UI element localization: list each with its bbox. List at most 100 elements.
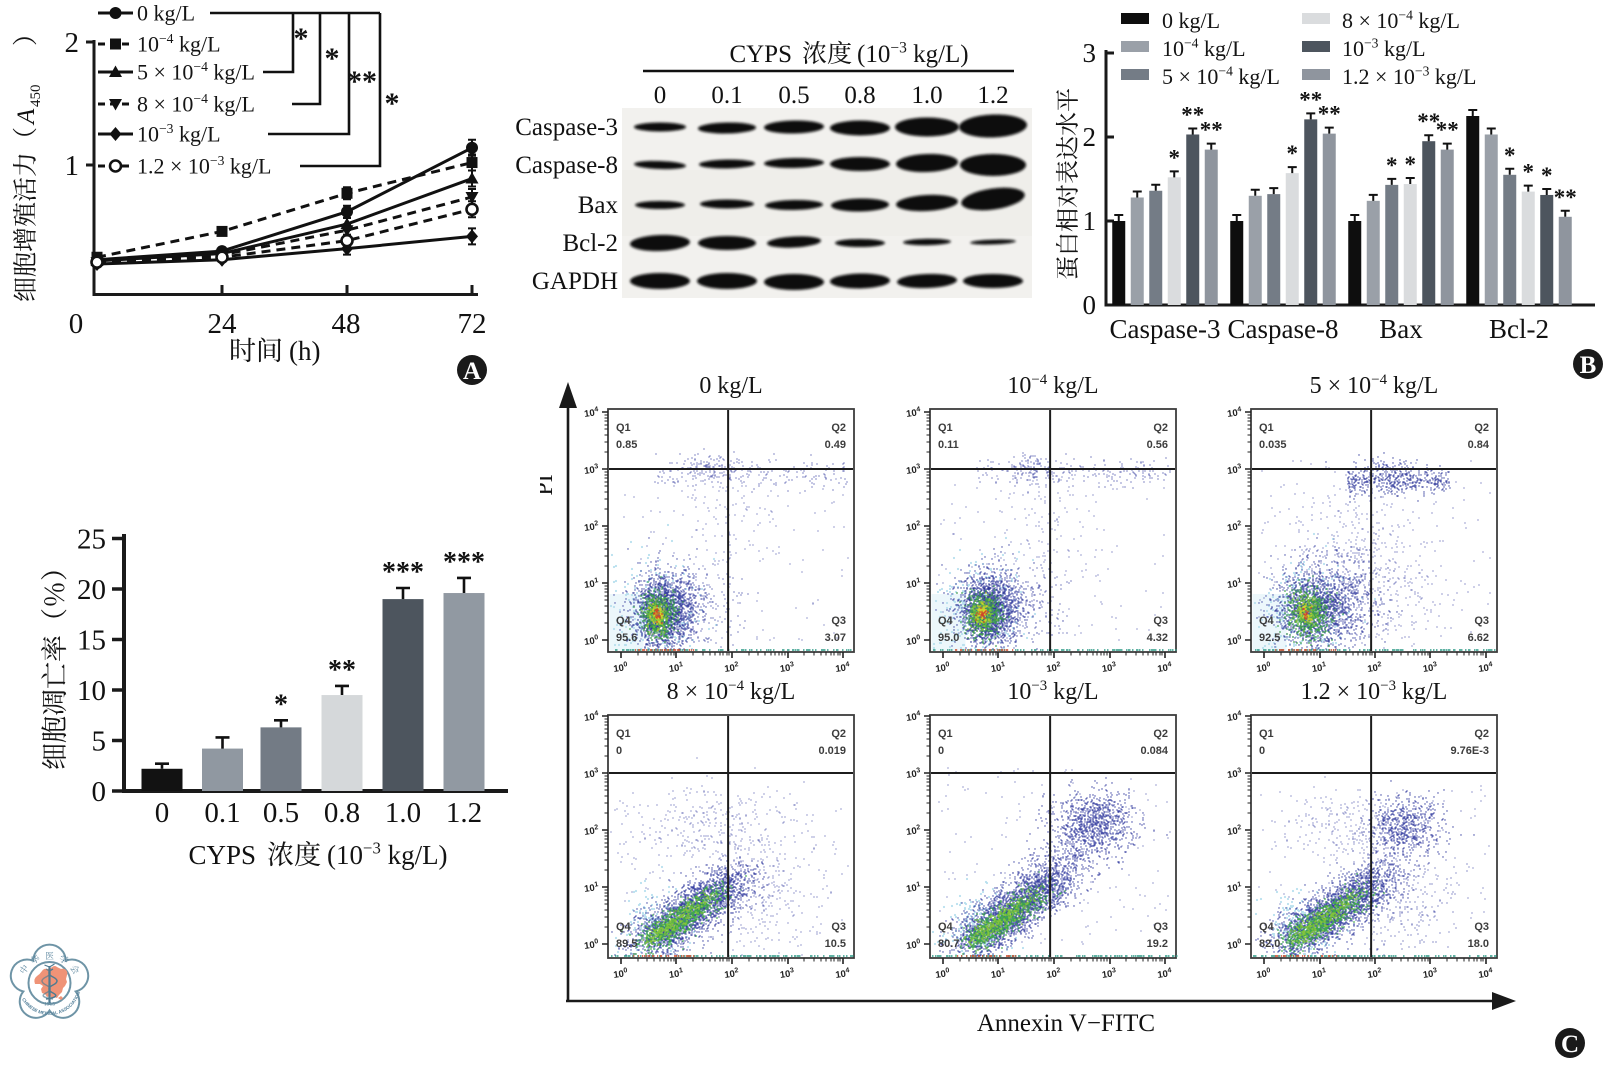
svg-text:103: 103 [1422, 967, 1438, 981]
svg-text:5 × 10−4​ kg/L: 5 × 10−4​ kg/L [1310, 372, 1439, 399]
svg-text:*: * [385, 87, 400, 120]
svg-text:18.0: 18.0 [1468, 938, 1489, 950]
svg-text:101: 101 [1226, 881, 1242, 895]
svg-text:103: 103 [905, 463, 921, 477]
svg-text:101: 101 [1311, 661, 1327, 675]
svg-text:(h): (h) [289, 336, 320, 366]
svg-text:100: 100 [583, 634, 599, 648]
svg-text:0.49: 0.49 [825, 439, 846, 451]
svg-text:A: A [463, 358, 481, 385]
svg-text:102: 102 [905, 824, 921, 838]
svg-text:6.62: 6.62 [1468, 632, 1489, 644]
svg-text:Bcl-2: Bcl-2 [562, 230, 618, 257]
svg-text:0.035: 0.035 [1259, 439, 1287, 451]
svg-text:*: * [1386, 153, 1398, 178]
svg-text:0 kg/L: 0 kg/L [137, 1, 195, 26]
svg-text:Caspase-3: Caspase-3 [515, 114, 618, 141]
svg-text:Q2: Q2 [831, 422, 846, 434]
svg-text:0.84: 0.84 [1468, 439, 1490, 451]
svg-text:10.5: 10.5 [825, 938, 846, 950]
svg-text:Bax: Bax [1379, 314, 1423, 344]
svg-text:0 kg/L: 0 kg/L [1162, 8, 1220, 33]
svg-text:9.76E-3: 9.76E-3 [1450, 745, 1489, 757]
svg-text:102: 102 [905, 520, 921, 534]
svg-text:0: 0 [92, 776, 107, 808]
svg-text:104: 104 [1478, 967, 1494, 981]
svg-text:102: 102 [1046, 661, 1062, 675]
svg-text:95.6: 95.6 [616, 632, 637, 644]
svg-text:Q1: Q1 [938, 422, 953, 434]
svg-text:10−4​ kg/L: 10−4​ kg/L [137, 31, 221, 56]
svg-text:1: 1 [1083, 206, 1097, 236]
svg-text:10−3​ kg/L: 10−3​ kg/L [137, 121, 221, 146]
svg-text:1.0: 1.0 [911, 82, 942, 109]
svg-text:100: 100 [1256, 967, 1272, 981]
svg-text:101: 101 [668, 661, 684, 675]
svg-text:103: 103 [1101, 967, 1117, 981]
svg-text:(10−3​ kg/L): (10−3​ kg/L) [327, 839, 448, 870]
svg-text:0: 0 [616, 745, 622, 757]
svg-text:8 × 10−4​ kg/L: 8 × 10−4​ kg/L [667, 678, 796, 705]
svg-text:2: 2 [65, 27, 80, 59]
svg-text:102: 102 [724, 661, 740, 675]
svg-text:(10−3​ kg/L): (10−3​ kg/L) [857, 40, 969, 69]
svg-text:Q2: Q2 [1153, 728, 1168, 740]
svg-text:0.084: 0.084 [1140, 745, 1168, 757]
svg-text:103: 103 [1101, 661, 1117, 675]
svg-text:0 kg/L: 0 kg/L [699, 373, 762, 399]
svg-text:Q3: Q3 [831, 921, 846, 933]
svg-text:0: 0 [69, 308, 84, 340]
svg-text:8 × 10−4​ kg/L: 8 × 10−4​ kg/L [1342, 8, 1460, 33]
svg-text:Annexin V−FITC: Annexin V−FITC [977, 1010, 1155, 1037]
svg-text:100: 100 [905, 938, 921, 952]
svg-text:**: ** [1436, 118, 1459, 143]
svg-text:Q3: Q3 [1153, 921, 1168, 933]
svg-text:GAPDH: GAPDH [532, 268, 618, 295]
svg-text:100: 100 [905, 634, 921, 648]
svg-text:101: 101 [1226, 577, 1242, 591]
svg-text:104: 104 [1478, 661, 1494, 675]
svg-text:101: 101 [905, 881, 921, 895]
svg-text:Q1: Q1 [1259, 728, 1274, 740]
svg-text:10−4​ kg/L: 10−4​ kg/L [1162, 36, 1246, 61]
svg-text:1.2 × 10−3​ kg/L: 1.2 × 10−3​ kg/L [137, 153, 271, 178]
svg-text:101: 101 [990, 661, 1006, 675]
svg-text:Q2: Q2 [1474, 422, 1489, 434]
svg-text:103: 103 [1226, 767, 1242, 781]
svg-text:**: ** [1554, 185, 1577, 210]
svg-text:Q1: Q1 [616, 422, 631, 434]
svg-text:Q3: Q3 [1153, 615, 1168, 627]
svg-text:104: 104 [1226, 710, 1242, 724]
svg-text:0.8: 0.8 [844, 82, 875, 109]
svg-text:102: 102 [1046, 967, 1062, 981]
svg-text:0.85: 0.85 [616, 439, 637, 451]
svg-text:103: 103 [583, 767, 599, 781]
svg-text:10−4​ kg/L: 10−4​ kg/L [1007, 372, 1098, 399]
svg-text:104: 104 [835, 661, 851, 675]
svg-text:102: 102 [583, 520, 599, 534]
svg-text:100: 100 [935, 661, 951, 675]
svg-text:10−3​ kg/L: 10−3​ kg/L [1007, 678, 1098, 705]
svg-text:Q3: Q3 [831, 615, 846, 627]
svg-text:104: 104 [583, 710, 599, 724]
svg-text:101: 101 [668, 967, 684, 981]
svg-text:48: 48 [332, 308, 361, 340]
svg-text:101: 101 [905, 577, 921, 591]
svg-text:1.2 × 10−3​ kg/L: 1.2 × 10−3​ kg/L [1342, 64, 1476, 89]
svg-text:100: 100 [1226, 938, 1242, 952]
svg-text:**: ** [328, 655, 356, 686]
svg-text:Bcl-2: Bcl-2 [1489, 314, 1549, 344]
svg-text:Q3: Q3 [1474, 921, 1489, 933]
svg-text:A: A [13, 108, 40, 126]
svg-text:92.5: 92.5 [1259, 632, 1280, 644]
svg-text:89.5: 89.5 [616, 938, 637, 950]
svg-text:95.0: 95.0 [938, 632, 959, 644]
svg-text:Q4: Q4 [938, 921, 954, 933]
svg-text:102: 102 [724, 967, 740, 981]
svg-text:0.5: 0.5 [778, 82, 809, 109]
svg-text:103: 103 [1422, 661, 1438, 675]
svg-text:104: 104 [835, 967, 851, 981]
svg-text:0: 0 [155, 797, 170, 829]
svg-text:*: * [294, 22, 309, 55]
svg-text:101: 101 [583, 881, 599, 895]
